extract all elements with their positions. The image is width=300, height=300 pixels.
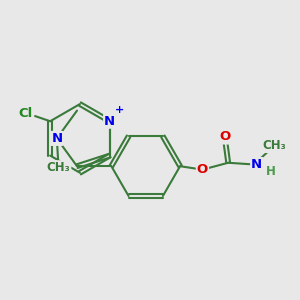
Text: Cl: Cl	[18, 107, 33, 120]
Text: N: N	[104, 115, 115, 128]
Text: O: O	[197, 163, 208, 176]
Text: H: H	[266, 165, 276, 178]
Text: +: +	[115, 105, 124, 115]
Text: CH₃: CH₃	[47, 161, 70, 174]
Text: N: N	[51, 132, 62, 145]
Text: N: N	[251, 158, 262, 171]
Text: O: O	[219, 130, 230, 143]
Text: CH₃: CH₃	[263, 139, 286, 152]
